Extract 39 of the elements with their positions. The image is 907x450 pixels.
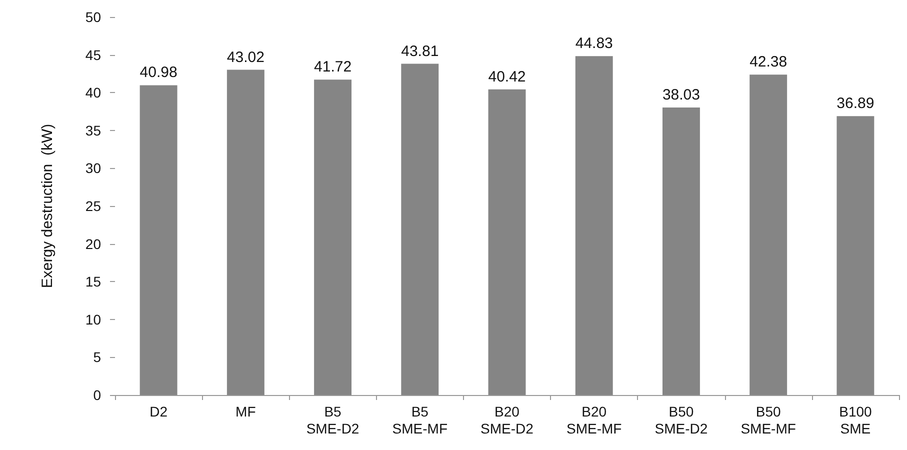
y-tick-label: 15 — [85, 274, 102, 290]
x-tick-label: B5 SME-D2 — [306, 404, 360, 436]
bar — [226, 70, 264, 395]
x-tick-label: B50 SME-D2 — [654, 404, 708, 436]
x-tick-label: B50 SME-MF — [740, 404, 796, 436]
data-label: 43.02 — [226, 48, 264, 66]
y-tick-label: 10 — [85, 311, 102, 328]
data-label: 40.98 — [140, 64, 178, 82]
x-tick-label: B5 SME-MF — [392, 404, 448, 436]
bar — [575, 56, 613, 395]
x-tick-label: B20 SME-D2 — [480, 404, 534, 436]
x-tick-label: B20 SME-MF — [566, 404, 622, 436]
y-tick-label: 5 — [93, 349, 102, 366]
data-label: 40.42 — [488, 68, 526, 86]
data-label: 42.38 — [750, 54, 788, 71]
bar — [662, 107, 700, 395]
bar — [140, 85, 178, 395]
bar — [488, 89, 526, 395]
x-tick-label: B100 SME — [839, 404, 872, 436]
y-axis-title: Exergy destruction (kW) — [39, 124, 56, 288]
data-label: 44.83 — [575, 35, 613, 52]
y-tick-label: 45 — [85, 46, 102, 63]
y-tick-label: 0 — [93, 387, 102, 403]
bar — [314, 80, 352, 395]
data-label: 43.81 — [401, 42, 439, 60]
bar — [750, 74, 788, 395]
bar — [836, 116, 874, 395]
x-tick-label: D2 — [150, 404, 168, 420]
y-tick-label: 25 — [85, 198, 102, 214]
y-tick-label: 30 — [85, 160, 102, 176]
x-tick-label: MF — [236, 404, 256, 420]
data-label: 41.72 — [314, 58, 352, 76]
data-label: 38.03 — [662, 86, 700, 104]
y-tick-label: 20 — [85, 236, 102, 252]
y-tick-label: 35 — [85, 122, 102, 138]
y-tick-label: 50 — [85, 9, 102, 25]
bar — [401, 64, 439, 395]
y-tick-label: 40 — [85, 84, 102, 101]
data-label: 36.89 — [836, 95, 874, 112]
